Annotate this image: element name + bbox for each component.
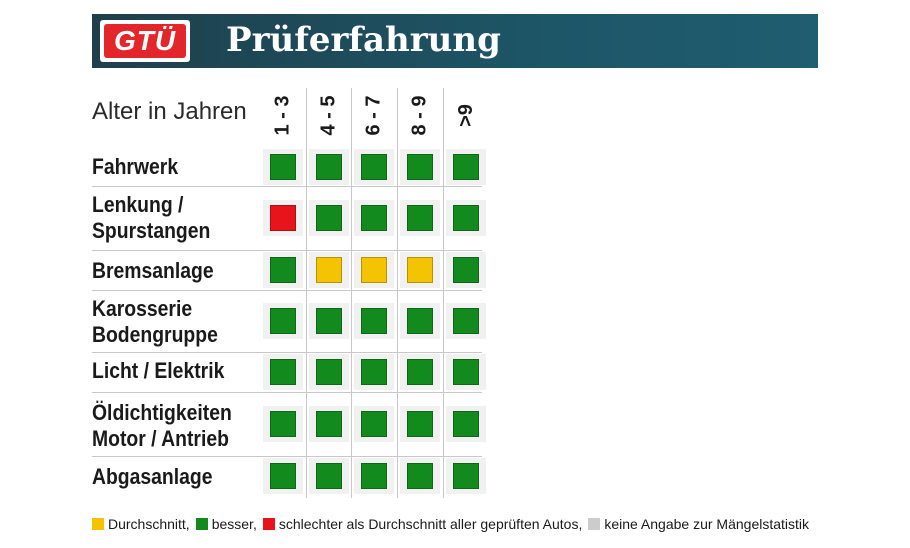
rating-square-green — [316, 154, 342, 180]
legend-item: besser, — [195, 516, 257, 532]
age-column-header-text: 8 - 9 — [408, 94, 431, 136]
page-title: Prüferfahrung — [226, 20, 501, 60]
row-label-line: Öldichtigkeiten — [92, 400, 232, 425]
legend-swatch-red — [262, 518, 275, 530]
legend-label: keine Angabe zur Mängelstatistik — [604, 516, 810, 532]
rating-square-green — [453, 463, 479, 489]
legend-item: keine Angabe zur Mängelstatistik — [588, 516, 809, 532]
rating-square-green — [407, 411, 433, 437]
grid-divider-vertical — [306, 88, 307, 498]
age-column-header: 8 - 9 — [397, 92, 443, 138]
rating-square-green — [407, 359, 433, 385]
row-label-line: Fahrwerk — [92, 154, 179, 179]
rating-square-yellow — [407, 257, 433, 283]
legend-label: Durchschnitt, — [108, 516, 190, 532]
grid-divider-horizontal — [92, 250, 482, 251]
rating-square-green — [407, 205, 433, 231]
row-label: Lenkung / Spurstangen — [92, 192, 210, 244]
grid-divider-horizontal — [92, 290, 482, 291]
row-label-line: Karosserie — [92, 296, 193, 321]
row-label-line: Bodengruppe — [92, 322, 218, 347]
grid-divider-vertical — [351, 88, 352, 498]
grid-divider-horizontal — [92, 392, 482, 393]
rating-square-green — [453, 205, 479, 231]
rating-square-green — [270, 359, 296, 385]
grid-divider-vertical — [443, 88, 444, 498]
header-banner: GTÜ Prüferfahrung — [92, 14, 818, 68]
rating-square-green — [316, 411, 342, 437]
grid-divider-horizontal — [92, 456, 482, 457]
rating-square-yellow — [361, 257, 387, 283]
row-label: Fahrwerk — [92, 154, 178, 180]
rating-square-green — [270, 463, 296, 489]
rating-square-green — [361, 359, 387, 385]
grid-divider-horizontal — [92, 352, 482, 353]
row-label: Karosserie Bodengruppe — [92, 296, 218, 348]
age-column-header-text: 4 - 5 — [317, 94, 340, 136]
legend-label: schlechter als Durchschnitt aller geprüf… — [278, 516, 583, 532]
row-label-line: Spurstangen — [92, 218, 211, 243]
row-label: Licht / Elektrik — [92, 358, 224, 384]
rating-square-green — [316, 359, 342, 385]
age-column-header-text: >9 — [454, 103, 477, 127]
rating-square-green — [361, 463, 387, 489]
rating-square-green — [453, 359, 479, 385]
gtu-logo-badge: GTÜ — [104, 24, 186, 58]
row-label: Bremsanlage — [92, 258, 214, 284]
gtu-logo: GTÜ — [100, 20, 190, 62]
grid-divider-vertical — [397, 88, 398, 498]
grid-divider-horizontal — [92, 186, 482, 187]
legend-item: schlechter als Durchschnitt aller geprüf… — [262, 516, 583, 532]
rating-square-green — [316, 205, 342, 231]
age-column-header-text: 6 - 7 — [362, 94, 385, 136]
row-label: Abgasanlage — [92, 464, 213, 490]
rating-square-green — [270, 257, 296, 283]
rating-square-green — [453, 257, 479, 283]
rating-square-green — [270, 308, 296, 334]
age-axis-label: Alter in Jahren — [92, 98, 247, 125]
age-column-header-text: 1 - 3 — [271, 94, 294, 136]
row-label-line: Licht / Elektrik — [92, 358, 225, 383]
legend-swatch-grey — [588, 518, 601, 530]
rating-square-green — [407, 463, 433, 489]
row-label-line: Abgasanlage — [92, 464, 213, 489]
age-column-header: 6 - 7 — [351, 92, 397, 138]
rating-square-green — [453, 154, 479, 180]
rating-square-green — [407, 154, 433, 180]
row-label-line: Bremsanlage — [92, 258, 214, 283]
rating-square-green — [316, 308, 342, 334]
rating-square-green — [361, 205, 387, 231]
row-label-line: Lenkung / — [92, 192, 184, 217]
age-column-header: 4 - 5 — [306, 92, 352, 138]
rating-square-green — [316, 463, 342, 489]
rating-square-green — [361, 154, 387, 180]
rating-square-yellow — [316, 257, 342, 283]
rating-square-green — [453, 411, 479, 437]
gtu-logo-text: GTÜ — [113, 25, 177, 56]
row-label: Öldichtigkeiten Motor / Antrieb — [92, 400, 232, 452]
age-column-header: >9 — [443, 92, 489, 138]
rating-square-green — [453, 308, 479, 334]
age-column-header: 1 - 3 — [260, 92, 306, 138]
rating-square-green — [361, 308, 387, 334]
legend-item: Durchschnitt, — [92, 516, 190, 532]
legend-swatch-green — [195, 518, 208, 530]
rating-square-red — [270, 205, 296, 231]
legend-swatch-yellow — [92, 518, 104, 530]
rating-square-green — [270, 154, 296, 180]
legend-label: besser, — [211, 516, 257, 532]
legend: Durchschnitt, besser, schlechter als Durch… — [92, 516, 815, 532]
rating-square-green — [407, 308, 433, 334]
row-label-line: Motor / Antrieb — [92, 426, 229, 451]
rating-square-green — [270, 411, 296, 437]
rating-square-green — [361, 411, 387, 437]
